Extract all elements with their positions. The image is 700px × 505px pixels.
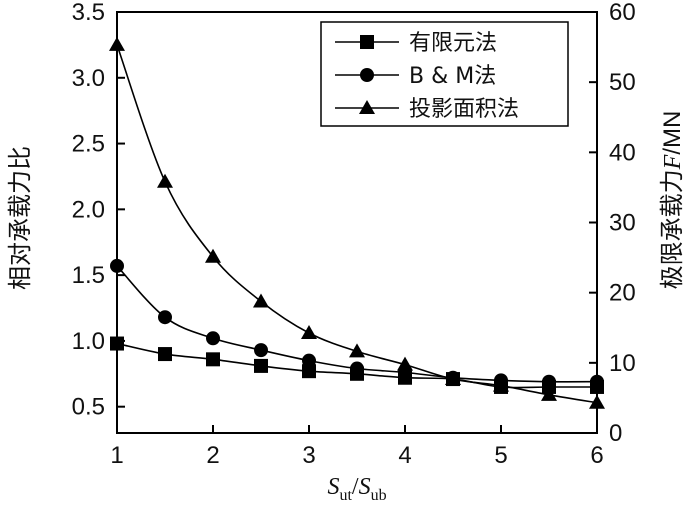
- data-point-circle: [254, 343, 268, 358]
- y-right-tick-label: 50: [609, 69, 636, 96]
- y-right-tick-label: 20: [609, 280, 636, 307]
- x-tick-label: 6: [590, 442, 603, 469]
- data-point-circle: [542, 374, 556, 389]
- series-circle: [110, 258, 604, 389]
- legend-item: B & M法: [335, 64, 496, 89]
- x-tick-label: 3: [302, 442, 315, 469]
- y-right-tick-label: 40: [609, 139, 636, 166]
- x-tick-label: 5: [494, 442, 507, 469]
- legend-item: 投影面积法: [335, 97, 519, 122]
- data-point-triangle: [349, 343, 365, 358]
- data-point-triangle: [157, 173, 173, 188]
- data-point-triangle: [541, 386, 557, 401]
- legend-label: 有限元法: [409, 31, 497, 56]
- x-axis-title: Sut/Sub: [327, 474, 386, 504]
- data-point-square: [206, 352, 220, 367]
- legend-marker-triangle: [359, 100, 375, 114]
- data-point-triangle: [205, 248, 221, 263]
- legend-label: 投影面积法: [409, 97, 519, 122]
- x-tick-label: 2: [206, 442, 219, 469]
- data-point-square: [302, 364, 316, 379]
- x-title-sep: /: [352, 474, 359, 500]
- y-right-title-var: F: [660, 154, 686, 170]
- series-triangle: [109, 36, 605, 409]
- y-right-tick-label: 60: [609, 0, 636, 26]
- data-point-circle: [350, 361, 364, 376]
- x-tick-label: 1: [110, 442, 123, 469]
- x-title-sub2: ub: [371, 487, 387, 504]
- x-title-main: S: [327, 474, 339, 500]
- data-point-circle: [206, 331, 220, 346]
- y-left-tick-label: 2.0: [72, 196, 105, 223]
- plot-frame: [116, 11, 598, 434]
- legend-marker-square: [360, 35, 374, 49]
- y-left-tick-label: 1.5: [72, 262, 105, 289]
- x-tick-label: 4: [398, 442, 411, 469]
- data-point-triangle: [301, 325, 317, 340]
- y-right-title-prefix: 极限承载力: [658, 169, 686, 289]
- y-right-tick-label: 0: [609, 420, 622, 447]
- legend-label: B & M法: [409, 64, 496, 89]
- data-point-square: [158, 347, 172, 362]
- y-right-axis-title: 极限承载力F/MN: [658, 111, 686, 290]
- y-left-tick-label: 0.5: [72, 394, 105, 421]
- data-point-square: [254, 358, 268, 373]
- data-point-circle: [158, 310, 172, 325]
- data-point-triangle: [493, 377, 509, 392]
- data-point-triangle: [445, 371, 461, 386]
- y-left-axis-title: 相对承载力比: [6, 146, 34, 290]
- data-point-triangle: [253, 293, 269, 308]
- data-point-triangle: [397, 356, 413, 371]
- y-left-tick-label: 3.0: [72, 65, 105, 92]
- x-title-sub1: ut: [339, 487, 352, 504]
- y-right-title-unit: /MN: [659, 111, 686, 155]
- y-left-tick-label: 2.5: [72, 131, 105, 158]
- x-title-main2: S: [359, 474, 371, 500]
- data-point-circle: [302, 353, 316, 368]
- y-left-tick-label: 1.0: [72, 328, 105, 355]
- y-left-tick-label: 3.5: [72, 0, 105, 26]
- legend-item: 有限元法: [335, 31, 497, 56]
- legend-marker-circle: [360, 68, 374, 82]
- series-line-triangle: [116, 44, 598, 404]
- y-right-tick-label: 10: [609, 350, 636, 377]
- y-right-tick-label: 30: [609, 210, 636, 237]
